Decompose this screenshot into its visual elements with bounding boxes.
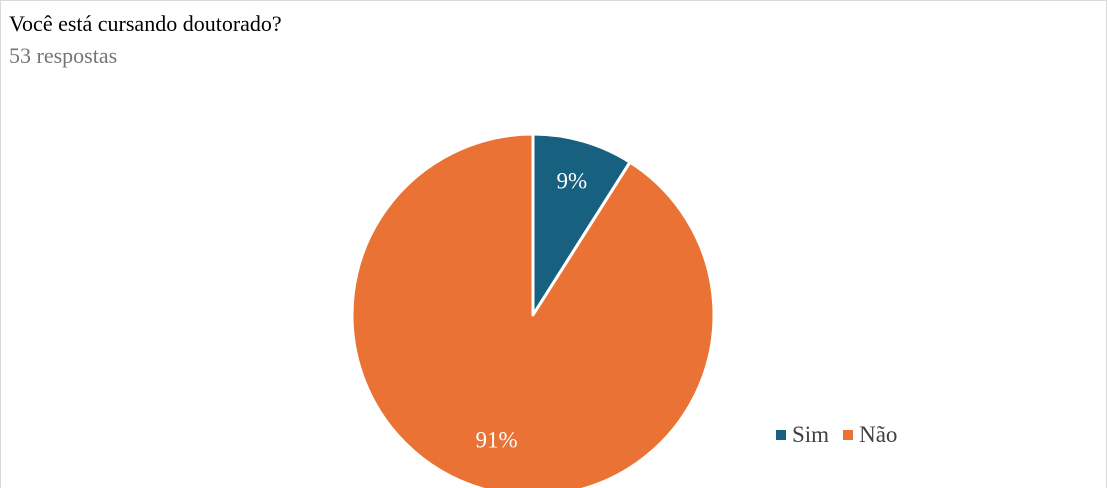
legend-label-nao: Não (859, 422, 898, 447)
pie-data-labels: 9% 91% (476, 169, 588, 453)
data-label-sim: 9% (557, 169, 588, 194)
chart-legend: Sim Não (776, 420, 897, 450)
pie-slices (350, 132, 716, 488)
legend-label-sim: Sim (792, 422, 830, 447)
legend-item-nao: Não (843, 422, 897, 448)
data-label-nao: 91% (476, 428, 518, 453)
chart-title: Você está cursando doutorado? (9, 11, 282, 36)
legend-swatch-sim (776, 430, 786, 440)
response-count: 53 respostas (9, 43, 118, 68)
pie-slice-sim (531, 132, 632, 317)
legend-item-sim: Sim (776, 422, 829, 448)
legend-swatch-nao (843, 430, 854, 440)
pie-slice-nao (350, 132, 716, 488)
